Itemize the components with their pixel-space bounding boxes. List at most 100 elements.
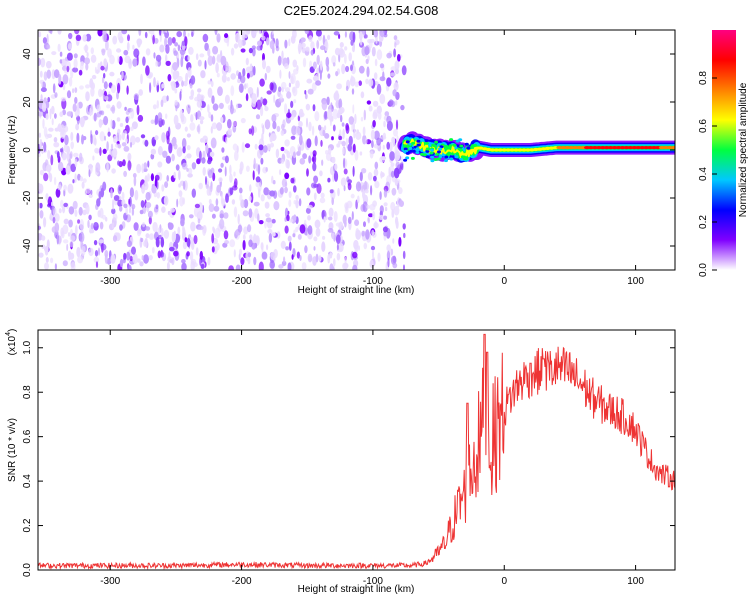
- noise-speckle: [316, 40, 320, 49]
- noise-speckle: [200, 263, 205, 269]
- noise-speckle: [149, 82, 152, 93]
- noise-speckle: [384, 111, 390, 117]
- noise-speckle: [231, 199, 236, 205]
- noise-speckle: [382, 226, 388, 233]
- noise-speckle: [154, 135, 159, 141]
- noise-speckle: [57, 125, 62, 131]
- noise-speckle: [134, 189, 139, 201]
- noise-speckle: [42, 118, 45, 129]
- noise-speckle: [110, 254, 116, 264]
- noise-speckle: [327, 73, 331, 79]
- noise-speckle: [100, 110, 105, 116]
- noise-speckle: [321, 100, 328, 111]
- noise-speckle: [253, 201, 260, 207]
- noise-speckle: [45, 60, 52, 69]
- noise-speckle: [133, 222, 139, 231]
- noise-speckle: [293, 185, 297, 193]
- noise-speckle: [277, 55, 282, 66]
- noise-speckle: [212, 45, 219, 55]
- noise-speckle: [360, 116, 364, 122]
- noise-speckle: [70, 141, 74, 150]
- noise-speckle: [204, 42, 209, 51]
- noise-speckle: [278, 264, 284, 269]
- noise-speckle: [269, 190, 276, 197]
- snr-x-tick-label: -200: [232, 576, 252, 587]
- noise-speckle: [374, 161, 379, 170]
- noise-speckle: [173, 114, 179, 126]
- noise-speckle: [352, 264, 358, 270]
- noise-speckle: [45, 101, 50, 109]
- ridge-speckle: [405, 140, 410, 144]
- noise-speckle: [235, 264, 241, 270]
- noise-speckle: [248, 239, 253, 248]
- noise-speckle: [57, 43, 61, 52]
- noise-speckle: [176, 75, 183, 82]
- noise-speckle: [265, 65, 271, 74]
- noise-speckle: [155, 236, 160, 248]
- noise-speckle: [68, 158, 72, 169]
- noise-speckle: [306, 187, 311, 196]
- noise-speckle: [161, 119, 165, 126]
- snr-y-ticks: 0.0 0.2 0.4 0.6 0.8 1.0: [22, 340, 675, 577]
- noise-speckle: [371, 140, 374, 149]
- noise-speckle: [328, 207, 334, 217]
- noise-speckle: [313, 236, 318, 242]
- noise-speckle: [264, 106, 269, 112]
- noise-speckle: [403, 232, 406, 239]
- noise-speckle: [253, 234, 257, 241]
- noise-speckle: [342, 147, 345, 155]
- noise-speckle: [374, 180, 380, 189]
- noise-speckle: [352, 104, 355, 114]
- noise-speckle: [234, 178, 238, 188]
- noise-speckle: [79, 176, 84, 182]
- noise-speckle: [113, 135, 118, 144]
- noise-speckle: [265, 167, 268, 172]
- noise-speckle: [240, 75, 246, 84]
- noise-speckle: [184, 126, 188, 132]
- noise-speckle: [154, 114, 159, 125]
- noise-speckle: [298, 134, 303, 146]
- ridge-speckle: [405, 156, 410, 160]
- noise-speckle: [57, 184, 62, 191]
- noise-speckle: [50, 154, 54, 166]
- noise-speckle: [157, 146, 163, 156]
- noise-speckle: [365, 229, 370, 240]
- noise-speckle: [81, 134, 84, 145]
- noise-speckle: [262, 53, 265, 62]
- noise-speckle: [298, 198, 302, 207]
- noise-speckle: [393, 167, 400, 179]
- noise-speckle: [166, 262, 170, 270]
- noise-speckle: [359, 38, 363, 46]
- noise-speckle: [261, 132, 264, 142]
- noise-speckle: [68, 77, 73, 87]
- noise-speckle: [223, 230, 229, 240]
- noise-speckle: [98, 191, 102, 200]
- noise-speckle: [119, 258, 124, 268]
- noise-speckle: [156, 180, 159, 190]
- noise-speckle: [246, 72, 250, 79]
- noise-speckle: [46, 33, 49, 45]
- noise-speckle: [131, 121, 138, 130]
- noise-speckle: [156, 80, 159, 86]
- noise-speckle: [152, 104, 157, 110]
- noise-speckle: [233, 43, 239, 49]
- noise-speckle: [327, 253, 331, 264]
- snr-y-tick-label: 0.0: [22, 563, 33, 577]
- noise-speckle: [46, 69, 52, 79]
- noise-speckle: [308, 155, 312, 164]
- noise-speckle: [382, 144, 385, 150]
- noise-speckle: [81, 245, 86, 253]
- noise-speckle: [366, 204, 371, 209]
- noise-speckle: [157, 250, 162, 259]
- noise-speckle: [217, 86, 223, 97]
- spectrogram-y-label: Frequency (Hz): [7, 116, 18, 185]
- noise-speckle: [304, 93, 308, 100]
- noise-speckle: [240, 117, 246, 124]
- noise-speckle: [265, 217, 272, 223]
- spectrogram-x-tick-label: -300: [100, 276, 120, 287]
- noise-speckle: [186, 153, 192, 159]
- noise-speckle: [85, 91, 90, 102]
- noise-speckle: [44, 262, 49, 270]
- noise-speckle: [193, 234, 198, 245]
